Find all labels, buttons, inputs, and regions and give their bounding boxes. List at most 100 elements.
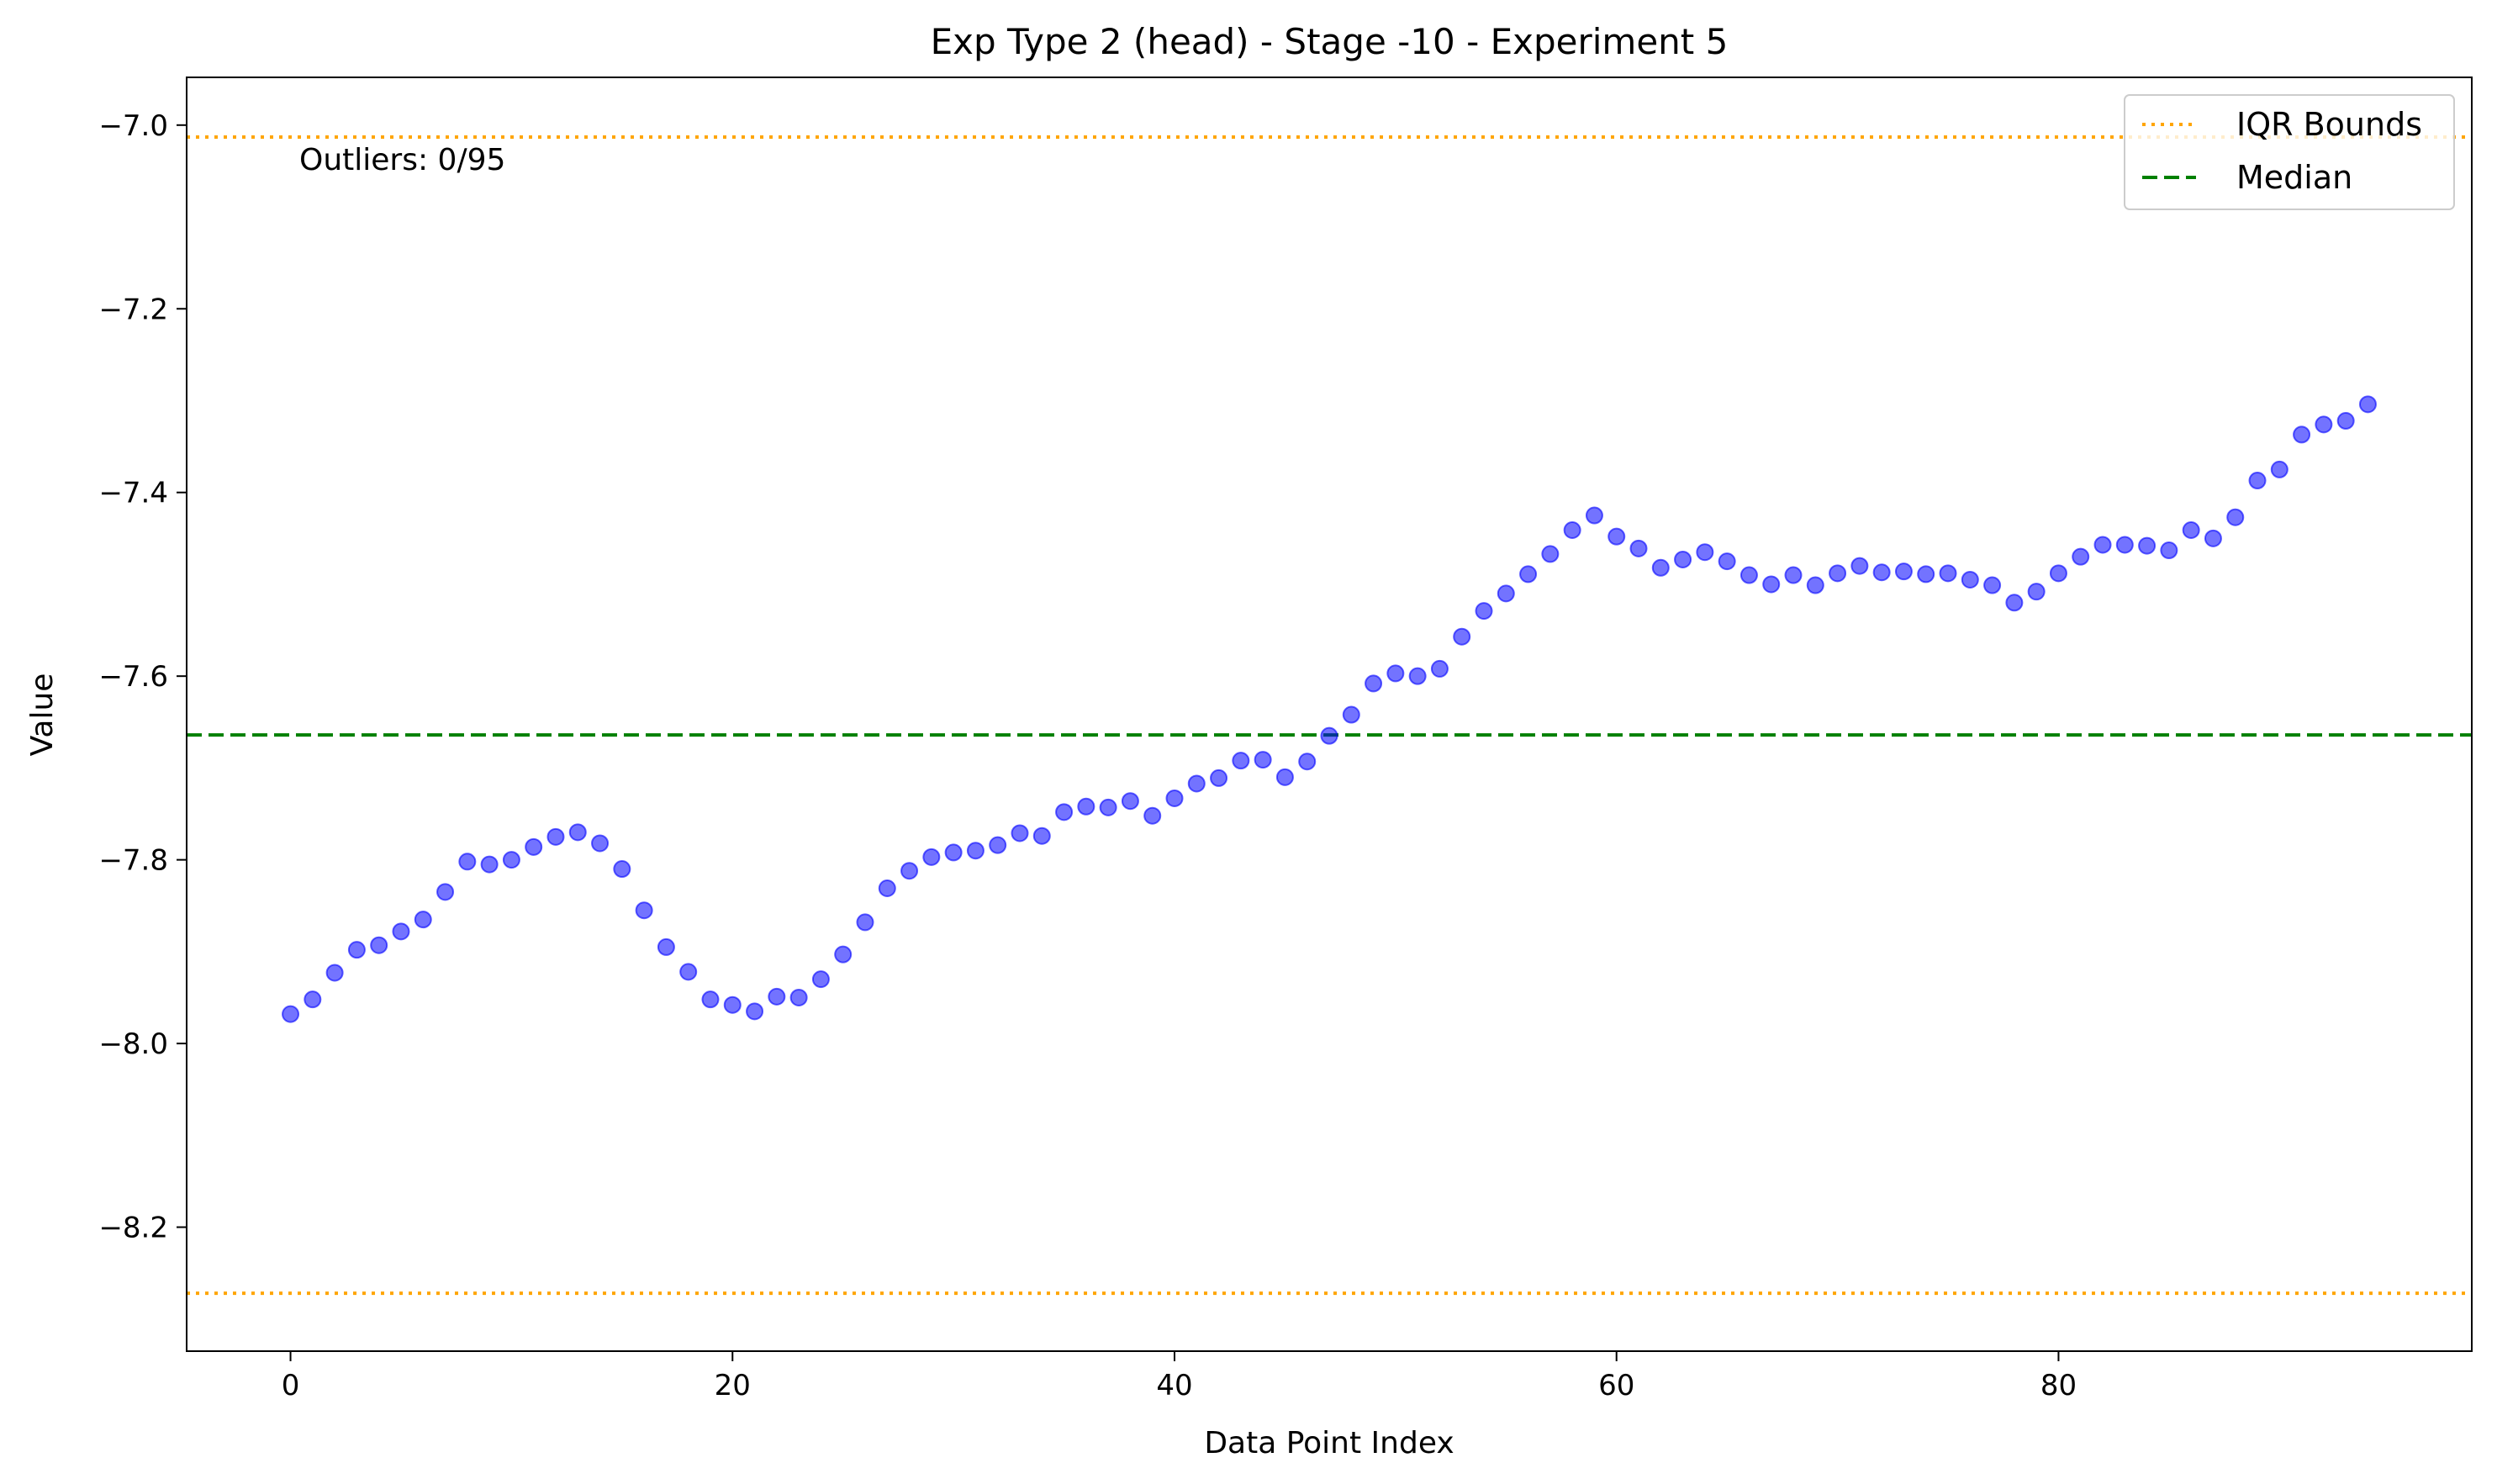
data-point xyxy=(1894,562,1913,581)
plot-frame-bg xyxy=(187,77,2472,1351)
y-tick-label: −7.4 xyxy=(98,477,168,510)
data-point xyxy=(1254,751,1272,769)
data-point xyxy=(1032,826,1051,845)
data-point xyxy=(1674,550,1692,568)
data-point xyxy=(2358,395,2377,414)
data-point xyxy=(1055,803,1074,821)
data-point xyxy=(546,827,565,846)
data-point xyxy=(900,862,919,880)
data-point xyxy=(436,883,455,901)
data-point xyxy=(1430,659,1449,678)
data-point xyxy=(1210,768,1228,787)
x-axis: 0 20 40 60 80 xyxy=(282,1351,2077,1402)
y-axis-label: Value xyxy=(25,673,60,757)
data-point xyxy=(1386,664,1405,683)
data-point xyxy=(944,843,963,862)
legend-label-median: Median xyxy=(2236,159,2352,196)
data-point xyxy=(2315,415,2333,434)
data-point xyxy=(347,941,366,959)
data-point xyxy=(1275,768,1294,786)
data-point xyxy=(2270,460,2288,478)
data-points xyxy=(282,395,2377,1023)
data-point xyxy=(1563,520,1581,539)
data-point xyxy=(746,1002,764,1021)
data-point xyxy=(1519,565,1538,584)
data-point xyxy=(2072,547,2090,566)
data-point xyxy=(1497,584,1515,603)
data-point xyxy=(325,964,344,982)
data-point xyxy=(1850,557,1869,575)
data-point xyxy=(834,945,853,964)
data-point xyxy=(1187,774,1206,793)
plot-frame xyxy=(186,77,2473,1352)
data-point xyxy=(1475,602,1493,621)
x-tick-label: 40 xyxy=(1156,1369,1192,1402)
data-point xyxy=(1917,565,1935,584)
data-point xyxy=(1983,576,2002,594)
y-tick-label: −7.2 xyxy=(98,293,168,326)
data-point xyxy=(392,922,410,941)
x-tick-label: 0 xyxy=(282,1369,300,1402)
data-point xyxy=(1541,545,1560,563)
data-point xyxy=(2049,564,2067,583)
data-point xyxy=(1342,705,1360,724)
data-point xyxy=(1961,570,1979,589)
data-point xyxy=(2093,536,2112,554)
x-tick-label: 60 xyxy=(1598,1369,1634,1402)
data-point xyxy=(989,836,1007,854)
data-point xyxy=(1696,543,1714,562)
data-point xyxy=(568,823,587,842)
data-point xyxy=(525,837,543,856)
data-point xyxy=(2204,529,2222,547)
data-point xyxy=(679,963,698,981)
y-axis: −7.0 −7.2 −7.4 −7.6 −7.8 −8.0 −8.2 xyxy=(98,109,187,1245)
plot-area xyxy=(186,77,2473,1352)
data-point xyxy=(922,848,941,866)
data-point xyxy=(304,990,322,1009)
data-point xyxy=(1762,575,1781,594)
y-tick-label: −7.8 xyxy=(98,844,168,878)
y-tick-label: −7.6 xyxy=(98,660,168,694)
data-point xyxy=(370,936,388,954)
y-tick-label: −8.2 xyxy=(98,1212,168,1245)
data-point xyxy=(2160,541,2178,560)
legend-label-iqr-bounds: IQR Bounds xyxy=(2236,106,2422,143)
data-point xyxy=(966,842,985,860)
data-point xyxy=(2293,425,2311,444)
data-point xyxy=(591,834,610,853)
data-point xyxy=(1629,539,1648,557)
data-point xyxy=(1408,667,1427,685)
data-point xyxy=(1165,789,1184,807)
data-point xyxy=(2005,594,2024,612)
data-point xyxy=(1872,563,1891,582)
data-point xyxy=(1607,527,1626,546)
data-point xyxy=(282,1005,300,1023)
data-point xyxy=(856,913,874,932)
data-point xyxy=(1298,753,1317,771)
x-axis-label: Data Point Index xyxy=(1204,1426,1454,1460)
data-point xyxy=(2226,508,2245,526)
data-point xyxy=(1320,726,1338,745)
data-point xyxy=(1011,824,1029,842)
data-point xyxy=(502,851,520,869)
data-point xyxy=(1077,797,1095,816)
data-point xyxy=(414,911,432,929)
data-point xyxy=(723,995,742,1014)
data-point xyxy=(1829,564,1847,583)
data-point xyxy=(1121,792,1139,811)
data-point xyxy=(1784,566,1803,584)
data-point xyxy=(1365,674,1383,693)
data-point xyxy=(2248,472,2267,490)
data-point xyxy=(1099,798,1117,816)
data-point xyxy=(480,855,499,874)
data-point xyxy=(2138,536,2156,555)
data-point xyxy=(458,853,477,871)
data-point xyxy=(1806,576,1824,594)
data-point xyxy=(1939,564,1957,583)
data-point xyxy=(768,987,786,1006)
data-point xyxy=(613,860,631,879)
x-tick-label: 20 xyxy=(715,1369,751,1402)
x-tick-label: 80 xyxy=(2040,1369,2077,1402)
data-point xyxy=(657,937,675,956)
